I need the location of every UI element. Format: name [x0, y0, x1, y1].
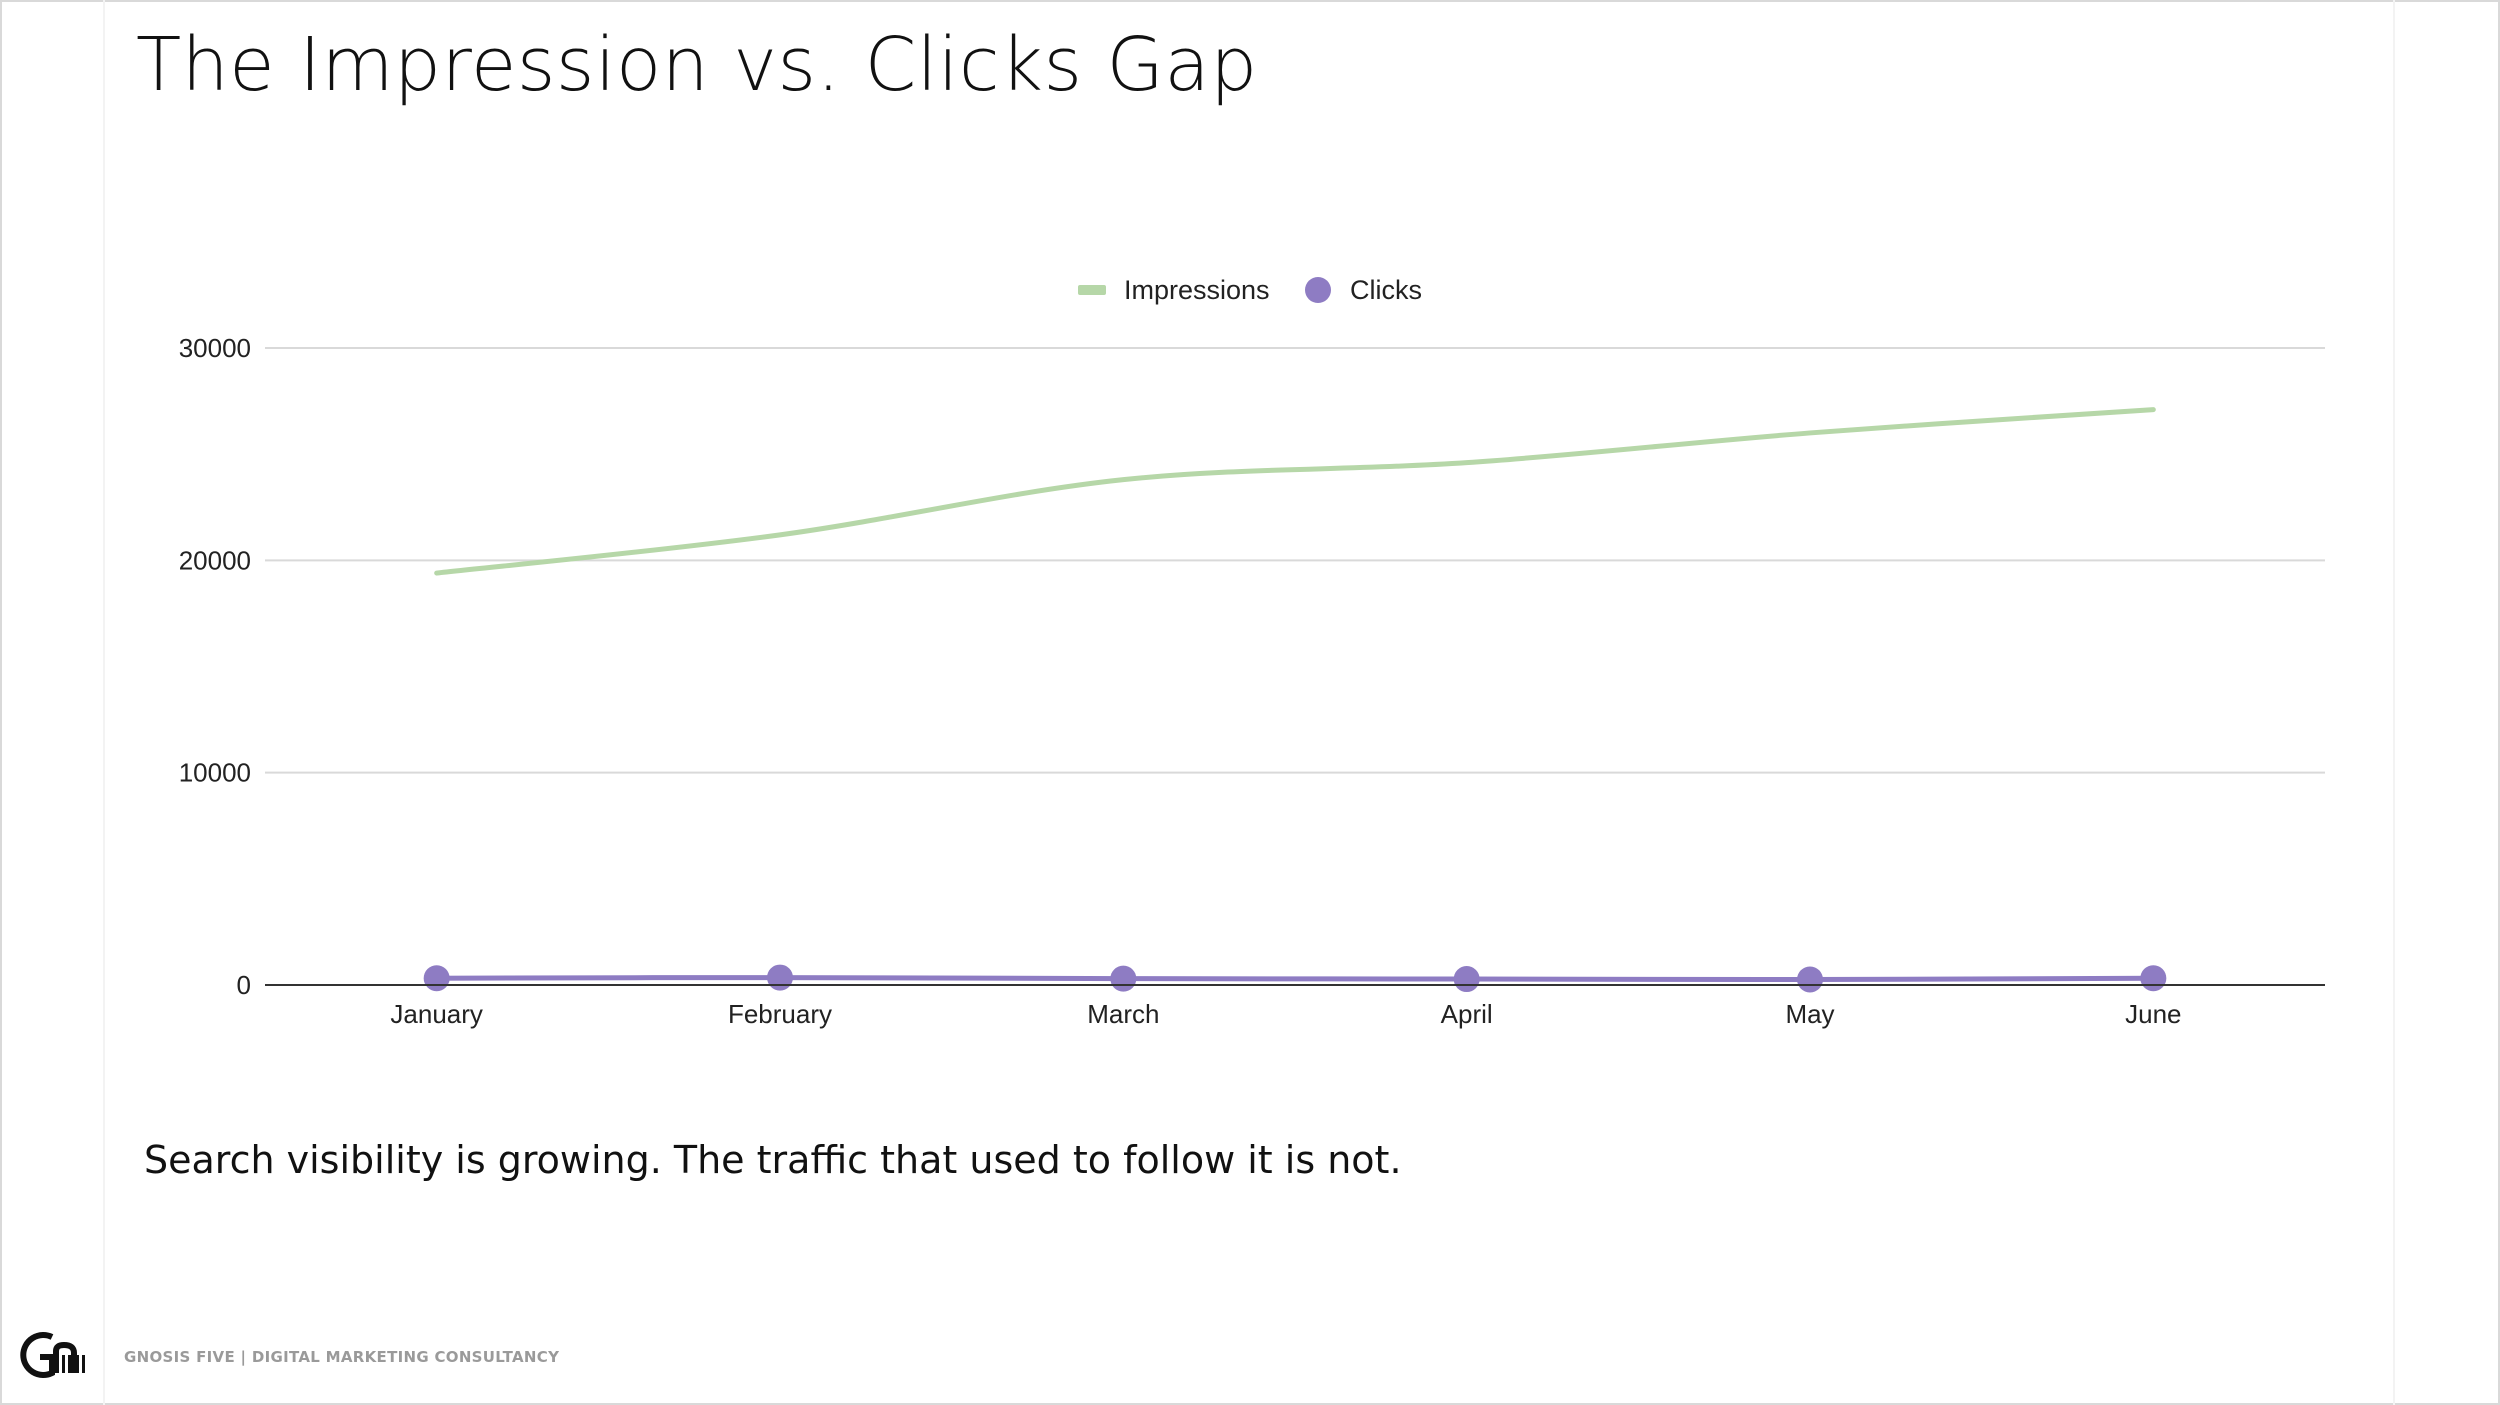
- clicks-marker: [2140, 965, 2167, 992]
- legend-clicks-swatch: [1305, 277, 1331, 303]
- gnosis-five-logo: [20, 1332, 85, 1378]
- legend-impressions-label: Impressions: [1124, 275, 1270, 305]
- clicks-line: [434, 975, 2156, 983]
- x-tick-label: February: [728, 999, 832, 1029]
- line-chart: 0 10000 20000 30000 January February March Apri…: [179, 275, 2325, 1029]
- y-tick-label: 10000: [179, 758, 251, 788]
- grid-layer: [265, 347, 2325, 774]
- legend-impressions-swatch: [1078, 285, 1106, 295]
- y-tick-label: 30000: [179, 333, 251, 363]
- clicks-marker: [767, 964, 793, 991]
- legend-clicks-label: Clicks: [1350, 275, 1422, 305]
- clicks-marker: [423, 965, 450, 992]
- slide-subtitle: Search visibility is growing. The traffi…: [144, 1138, 1402, 1182]
- slide-title: The Impression vs. Clicks Gap: [136, 22, 1258, 108]
- left-margin-guide: [103, 0, 105, 1405]
- x-tick-label: May: [1785, 999, 1834, 1029]
- series-layer: [423, 407, 2167, 993]
- chart-legend: Impressions Clicks: [1078, 275, 1422, 305]
- clicks-marker: [1110, 965, 1137, 992]
- y-tick-label: 0: [237, 970, 251, 1000]
- right-margin-guide: [2393, 0, 2395, 1405]
- clicks-marker: [1797, 966, 1823, 993]
- x-tick-label: January: [390, 999, 483, 1029]
- x-tick-label: June: [2125, 999, 2181, 1029]
- x-tick-label: March: [1087, 999, 1159, 1029]
- impressions-line: [434, 407, 2156, 576]
- axis-layer: 0 10000 20000 30000 January February March Apri…: [179, 333, 2325, 1029]
- footer-text: GNOSIS FIVE | DIGITAL MARKETING CONSULTA…: [124, 1348, 560, 1366]
- y-tick-label: 20000: [179, 545, 251, 575]
- clicks-marker: [1453, 966, 1480, 993]
- x-tick-label: April: [1441, 999, 1493, 1029]
